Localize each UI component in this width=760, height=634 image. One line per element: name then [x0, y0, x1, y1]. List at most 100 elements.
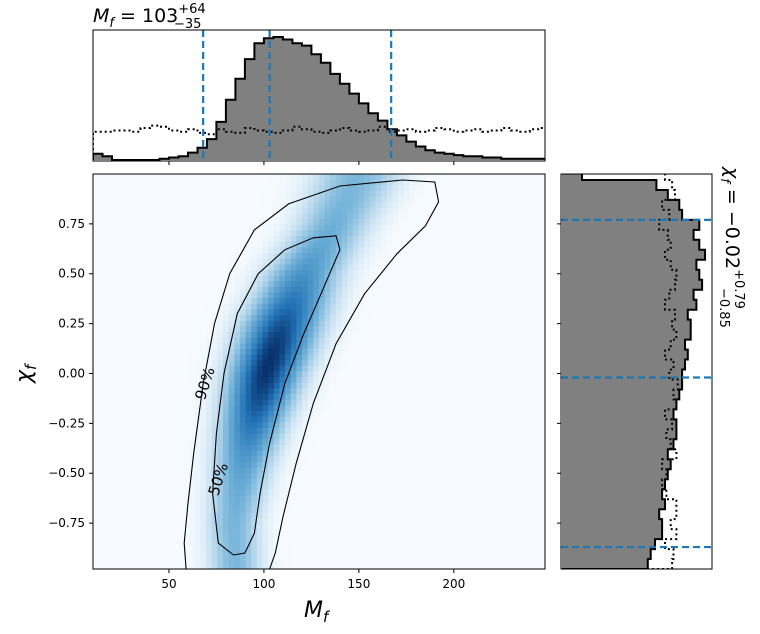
- heatmap-cell: [98, 264, 105, 271]
- heatmap-cell: [454, 348, 461, 356]
- heatmap-cell: [482, 309, 490, 316]
- heatmap-cell: [256, 230, 264, 237]
- heatmap-cell: [245, 247, 252, 254]
- heatmap-cell: [369, 348, 377, 356]
- heatmap-cell: [375, 275, 382, 282]
- heatmap-cell: [149, 303, 156, 311]
- heatmap-cell: [415, 292, 422, 299]
- heatmap-cell: [296, 264, 303, 271]
- heatmap-cell: [177, 501, 184, 508]
- heatmap-cell: [109, 190, 117, 198]
- heatmap-cell: [172, 371, 179, 378]
- heatmap-cell: [432, 360, 439, 367]
- heatmap-cell: [465, 275, 473, 282]
- heatmap-cell: [149, 473, 156, 480]
- heatmap-cell: [251, 303, 258, 311]
- heatmap-cell: [98, 326, 105, 333]
- heatmap-cell: [358, 450, 365, 457]
- heatmap-cell: [415, 506, 422, 514]
- heatmap-cell: [516, 207, 523, 215]
- heatmap-cell: [432, 388, 439, 395]
- heatmap-cell: [234, 495, 241, 502]
- heatmap-cell: [330, 286, 337, 294]
- heatmap-cell: [392, 309, 399, 316]
- heatmap-cell: [409, 484, 416, 491]
- heatmap-cell: [296, 281, 303, 288]
- heatmap-cell: [149, 343, 156, 350]
- heatmap-cell: [109, 247, 117, 254]
- heatmap-cell: [155, 382, 162, 390]
- heatmap-cell: [132, 190, 139, 198]
- heatmap-cell: [465, 354, 473, 361]
- heatmap-cell: [488, 456, 495, 463]
- heatmap-cell: [302, 512, 309, 519]
- heatmap-cell: [448, 309, 456, 316]
- heatmap-cell: [251, 292, 258, 299]
- heatmap-cell: [189, 444, 196, 452]
- heatmap-cell: [330, 405, 337, 412]
- heatmap-cell: [409, 202, 416, 209]
- heatmap-cell: [335, 365, 343, 373]
- heatmap-cell: [403, 202, 410, 209]
- heatmap-cell: [189, 388, 196, 395]
- heatmap-cell: [398, 348, 405, 356]
- heatmap-cell: [432, 253, 439, 260]
- heatmap-cell: [375, 433, 382, 440]
- heatmap-cell: [499, 394, 507, 401]
- heatmap-cell: [245, 467, 252, 474]
- heatmap-cell: [471, 411, 478, 418]
- heatmap-cell: [93, 377, 100, 384]
- heatmap-cell: [166, 411, 173, 418]
- heatmap-cell: [432, 405, 439, 412]
- heatmap-cell: [437, 343, 444, 350]
- heatmap-cell: [460, 377, 467, 384]
- heatmap-cell: [115, 467, 122, 474]
- heatmap-cell: [160, 303, 168, 311]
- heatmap-cell: [516, 219, 523, 226]
- heatmap-cell: [319, 320, 326, 327]
- heatmap-cell: [256, 382, 264, 390]
- heatmap-cell: [522, 371, 529, 378]
- heatmap-cell: [296, 230, 303, 237]
- right-marginal-plot-area: [561, 174, 712, 569]
- heatmap-cell: [375, 207, 382, 215]
- heatmap-cell: [155, 286, 162, 294]
- heatmap-cell: [251, 264, 258, 271]
- heatmap-cell: [183, 478, 190, 485]
- heatmap-cell: [296, 405, 303, 412]
- heatmap-cell: [369, 433, 377, 440]
- heatmap-cell: [138, 377, 145, 384]
- heatmap-cell: [319, 348, 326, 356]
- heatmap-cell: [126, 202, 134, 209]
- heatmap-cell: [104, 219, 111, 226]
- heatmap-cell: [138, 467, 145, 474]
- heatmap-cell: [432, 230, 439, 237]
- heatmap-cell: [352, 388, 360, 395]
- heatmap-cell: [222, 377, 230, 384]
- heatmap-cell: [511, 202, 518, 209]
- heatmap-cell: [302, 264, 309, 271]
- heatmap-cell: [477, 298, 484, 305]
- heatmap-cell: [172, 292, 179, 299]
- heatmap-cell: [138, 332, 145, 339]
- heatmap-cell: [482, 224, 490, 232]
- heatmap-cell: [398, 365, 405, 373]
- heatmap-cell: [98, 433, 105, 440]
- heatmap-cell: [477, 501, 484, 508]
- heatmap-cell: [358, 224, 365, 232]
- heatmap-cell: [392, 456, 399, 463]
- heatmap-cell: [471, 495, 478, 502]
- heatmap-cell: [528, 292, 535, 299]
- heatmap-cell: [482, 427, 490, 435]
- heatmap-cell: [528, 461, 535, 469]
- heatmap-cell: [115, 309, 122, 316]
- heatmap-cell: [132, 484, 139, 491]
- heatmap-cell: [364, 490, 371, 497]
- heatmap-cell: [273, 196, 281, 203]
- heatmap-cell: [177, 422, 184, 429]
- heatmap-cell: [358, 281, 365, 288]
- heatmap-cell: [217, 427, 224, 435]
- heatmap-cell: [273, 309, 281, 316]
- heatmap-cell: [482, 185, 490, 192]
